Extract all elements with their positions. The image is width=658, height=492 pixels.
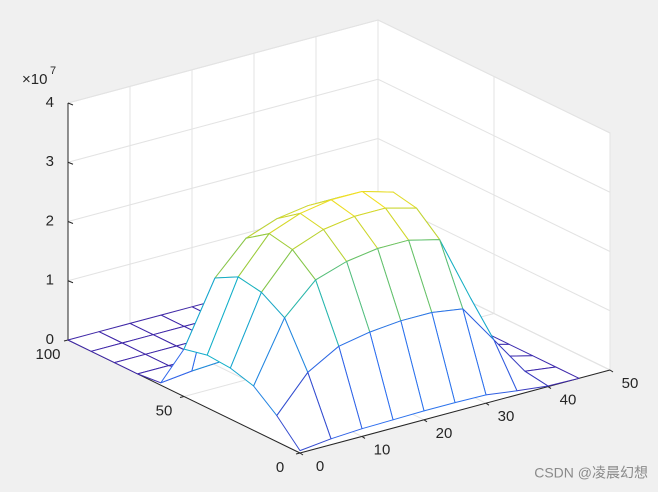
x-tick bbox=[547, 386, 552, 390]
z-tick-label: 4 bbox=[46, 94, 54, 111]
z-tick-label: 1 bbox=[46, 272, 54, 289]
grid-line bbox=[377, 138, 611, 252]
grid-line bbox=[377, 78, 611, 193]
grid-line bbox=[67, 19, 379, 104]
x-tick-label: 0 bbox=[316, 458, 324, 475]
z-tick bbox=[67, 280, 74, 284]
grid-line bbox=[377, 19, 611, 134]
z-multiplier: ×10 bbox=[22, 71, 47, 88]
x-tick-label: 40 bbox=[560, 392, 577, 409]
y-tick bbox=[179, 396, 185, 398]
z-tick bbox=[67, 221, 74, 224]
z-tick-label: 3 bbox=[46, 153, 54, 170]
y-tick-label: 100 bbox=[35, 346, 60, 363]
watermark: CSDN @凌晨幻想 bbox=[534, 465, 648, 481]
x-tick bbox=[361, 435, 366, 439]
x-tick-label: 20 bbox=[436, 425, 453, 442]
x-tick-label: 10 bbox=[374, 441, 391, 458]
grid-line bbox=[67, 138, 379, 222]
y-tick bbox=[295, 452, 301, 455]
x-tick bbox=[485, 402, 490, 406]
x-tick bbox=[609, 369, 614, 373]
x-tick bbox=[299, 452, 304, 456]
x-tick-label: 50 bbox=[622, 375, 639, 392]
x-tick-label: 30 bbox=[498, 408, 515, 425]
z-tick bbox=[67, 161, 74, 165]
z-tick bbox=[67, 102, 74, 106]
x-tick bbox=[423, 419, 428, 423]
z-exponent: 7 bbox=[50, 65, 56, 77]
mesh-cell bbox=[276, 371, 332, 452]
grid-line bbox=[67, 78, 379, 163]
y-tick-label: 0 bbox=[276, 459, 284, 476]
y-tick bbox=[63, 339, 69, 342]
z-tick-label: 0 bbox=[46, 331, 54, 348]
y-tick-label: 50 bbox=[156, 402, 173, 419]
z-tick-label: 2 bbox=[46, 212, 54, 229]
